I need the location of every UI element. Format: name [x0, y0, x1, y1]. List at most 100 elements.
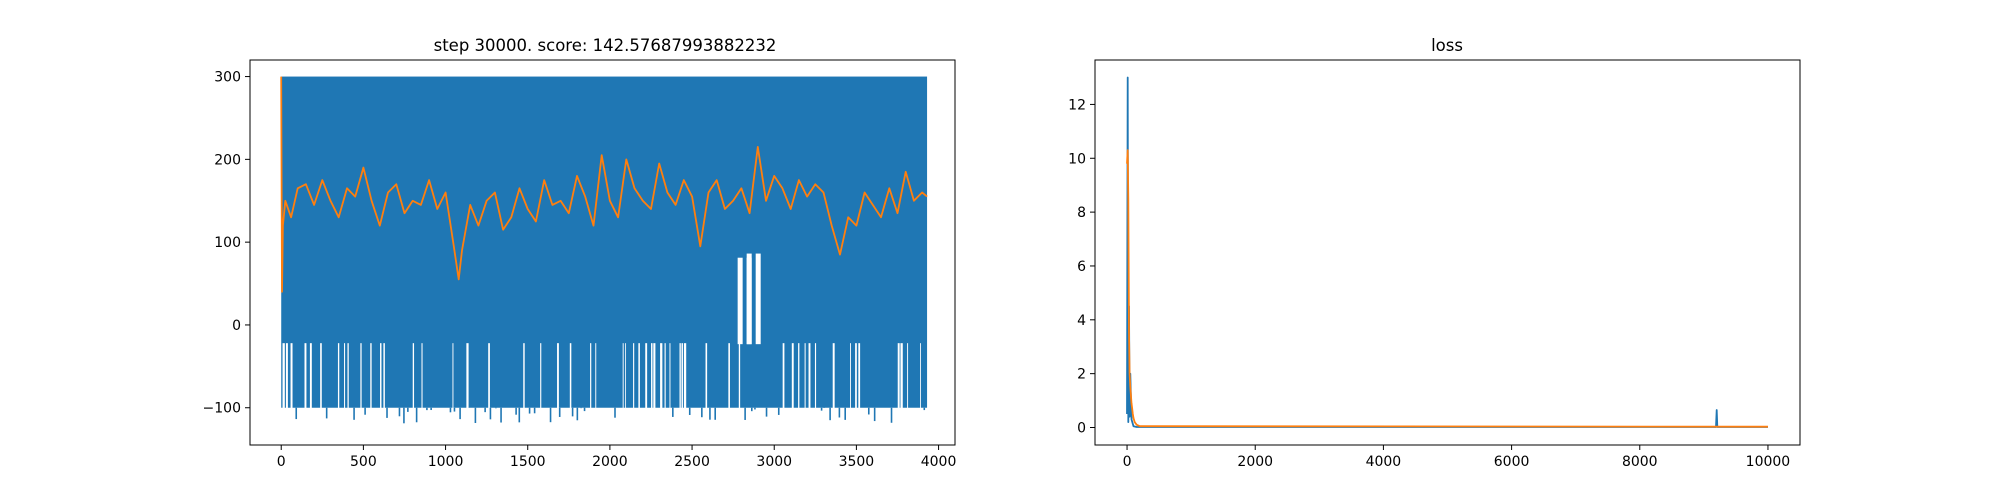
x-tick-label: 3500: [839, 454, 875, 470]
score-series-gap: [595, 343, 597, 412]
score-series-gap: [421, 343, 423, 412]
score-series-gap: [622, 343, 624, 412]
score-series-gap: [590, 343, 592, 412]
x-tick-label: 500: [350, 454, 377, 470]
score-series-gap: [309, 343, 312, 412]
score-series-gap: [919, 343, 921, 412]
score-series-gap: [344, 343, 346, 412]
x-tick-label: 1000: [428, 454, 464, 470]
chart-loss-y-axis: 0 2 4 6 8 10 12: [1068, 97, 1095, 437]
score-series-gap: [370, 343, 372, 412]
x-tick-label: 6000: [1494, 454, 1530, 470]
score-series-gap: [737, 257, 743, 345]
score-series-gap: [347, 343, 349, 412]
score-series-gap: [337, 343, 340, 412]
y-tick-label: 0: [232, 318, 241, 334]
x-tick-label: 3000: [756, 454, 792, 470]
score-series-gap: [660, 343, 663, 412]
score-series-gap: [683, 343, 687, 412]
score-series-band: [281, 76, 928, 408]
score-series-gap: [540, 343, 542, 412]
x-tick-label: 2500: [674, 454, 710, 470]
chart-loss-frame: [1094, 59, 1801, 446]
score-series-gap: [681, 343, 683, 412]
chart-score-title: step 30000. score: 142.57687993882232: [434, 36, 777, 55]
x-tick-label: 4000: [921, 454, 957, 470]
score-series-gap: [633, 343, 635, 412]
x-tick-label: 0: [1123, 454, 1132, 470]
score-series-gap: [679, 343, 681, 412]
score-series-gap: [746, 253, 752, 345]
y-tick-label: 200: [214, 152, 241, 168]
score-series-gap: [814, 343, 817, 412]
x-tick-label: 1500: [510, 454, 546, 470]
score-series-gap: [383, 343, 385, 412]
x-tick-label: 4000: [1366, 454, 1402, 470]
score-series-gap: [850, 343, 851, 412]
score-series-gap: [488, 343, 490, 412]
score-series-gap: [755, 253, 761, 345]
chart-loss-plot-area: [1126, 76, 1769, 428]
chart-loss-x-axis: 0 2000 4000 6000 8000 10000: [1123, 445, 1791, 470]
score-series-gap: [466, 343, 469, 412]
score-series-line-1: [280, 76, 928, 293]
score-series-gap: [285, 343, 288, 412]
chart-score-x-axis: 0 500 1000 1500 2000 2500 3000 3500 4000: [277, 445, 957, 470]
y-tick-label: 100: [214, 235, 241, 251]
score-series-gap: [669, 343, 671, 412]
chart-loss: loss 0 2000 4000 6000 8000 10000 0 2 4 6 8 10 12: [1068, 36, 1801, 470]
y-tick-label: 4: [1077, 313, 1086, 329]
score-series-gap: [855, 343, 857, 412]
score-series-gap: [907, 343, 909, 412]
score-series-gap: [360, 343, 362, 412]
chart-score-frame: [249, 59, 956, 446]
score-series-gap: [625, 343, 627, 412]
score-series-gap: [282, 343, 285, 412]
score-series-gap: [380, 343, 382, 412]
score-series-gap: [452, 343, 454, 412]
score-series-gap: [638, 343, 640, 412]
y-tick-label: 0: [1077, 421, 1086, 437]
score-series-gap: [728, 343, 730, 412]
score-series-gap: [320, 343, 322, 412]
chart-score: step 30000. score: 142.57687993882232 0 5…: [203, 36, 957, 470]
score-series-gap: [705, 343, 708, 412]
score-series-gap: [900, 343, 903, 412]
score-series-gap: [804, 343, 806, 412]
score-series-gap: [808, 343, 811, 412]
x-tick-label: 2000: [1237, 454, 1273, 470]
chart-score-plot-area: [280, 76, 928, 424]
score-series-gap: [832, 343, 835, 412]
x-tick-label: 8000: [1622, 454, 1658, 470]
score-series-gap: [738, 343, 741, 412]
score-series-gap: [569, 343, 572, 412]
score-series-gap: [557, 343, 559, 412]
chart-score-y-axis: −100 0 100 200 300: [203, 70, 250, 417]
x-tick-label: 0: [277, 454, 286, 470]
x-tick-label: 10000: [1746, 454, 1791, 470]
score-series-gap: [664, 343, 666, 412]
score-series-gap: [897, 343, 900, 412]
score-series-gap: [651, 343, 653, 412]
loss-series-line-1: [1126, 149, 1769, 428]
y-tick-label: 300: [214, 70, 241, 86]
y-tick-label: 8: [1077, 205, 1086, 221]
y-tick-label: 6: [1077, 259, 1086, 275]
y-tick-label: 2: [1077, 367, 1086, 383]
score-series-gap: [290, 343, 293, 412]
score-series-gap: [798, 343, 800, 412]
y-tick-label: 12: [1068, 97, 1086, 113]
score-series-gap: [412, 343, 415, 412]
score-series-gap: [858, 343, 861, 412]
x-tick-label: 2000: [592, 454, 628, 470]
score-series-gap: [782, 343, 785, 412]
chart-loss-title: loss: [1431, 36, 1463, 55]
score-series-gap: [791, 343, 794, 412]
score-series-gap: [304, 343, 307, 412]
score-series-gap: [523, 343, 525, 412]
score-series-gap: [653, 343, 656, 412]
loss-series-line-0: [1126, 76, 1768, 428]
y-tick-label: 10: [1068, 151, 1086, 167]
y-tick-label: −100: [203, 401, 241, 417]
